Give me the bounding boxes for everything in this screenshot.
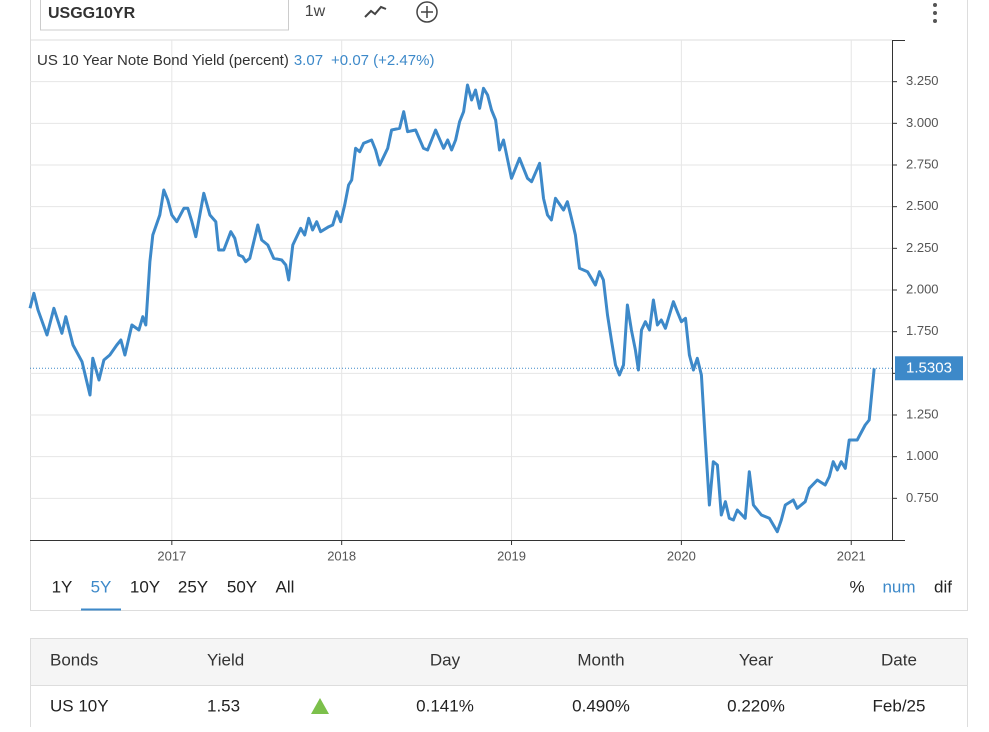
- interval-button[interactable]: 1w: [305, 3, 326, 20]
- legend-value: 3.07: [294, 52, 323, 69]
- y-tick-label: 2.000: [906, 281, 939, 296]
- range-button[interactable]: 5Y: [91, 577, 112, 596]
- mode-button[interactable]: dif: [934, 577, 952, 596]
- chart-panel: [30, 0, 968, 611]
- x-tick-label: 2018: [327, 548, 356, 563]
- table: Bonds Yield Day Month Year Date US 10Y 1.53 0.14…: [50, 650, 925, 715]
- table-header-cell: Day: [430, 650, 461, 669]
- y-tick-label: 3.250: [906, 73, 939, 88]
- y-tick-label: 1.250: [906, 406, 939, 421]
- plot: 1.5303: [28, 83, 963, 534]
- table-cell: 0.220%: [727, 696, 785, 715]
- range-button[interactable]: 1Y: [52, 577, 73, 596]
- y-tick-label: 1.750: [906, 323, 939, 338]
- arrow-up: [311, 698, 329, 714]
- x-tick-label: 2019: [497, 548, 526, 563]
- chart-type-icon[interactable]: [364, 5, 387, 18]
- symbol-text: USGG10YR: [48, 5, 136, 22]
- table-cell: 0.141%: [416, 696, 474, 715]
- series-line: [28, 83, 876, 534]
- ui: 1Y 5Y 10Y 25Y 50Y All% num dif: [52, 577, 952, 611]
- table-header: [31, 639, 967, 685]
- x-tick-label: 2020: [667, 548, 696, 563]
- y-tick-label: 3.000: [906, 115, 939, 130]
- y-tick-label: 2.250: [906, 240, 939, 255]
- table-cell: Feb/25: [873, 696, 926, 715]
- legend: US 10 Year Note Bond Yield (percent) 3.07…: [37, 52, 434, 69]
- table-cell[interactable]: US 10Y: [50, 696, 109, 715]
- table-header-cell: Bonds: [50, 650, 98, 669]
- table-header-cell: Date: [881, 650, 917, 669]
- range-button[interactable]: 25Y: [178, 577, 208, 596]
- y-tick-label: 2.750: [906, 156, 939, 171]
- y-tick-label: 0.750: [906, 490, 939, 505]
- add-indicator-icon[interactable]: [416, 1, 438, 23]
- menu-icon[interactable]: [933, 3, 937, 23]
- legend-label: US 10 Year Note Bond Yield (percent): [37, 52, 289, 69]
- table-header-cell: Month: [577, 650, 624, 669]
- last-value-box: [895, 356, 963, 381]
- table-header-cell: Yield: [207, 650, 244, 669]
- symbol-input[interactable]: [40, 0, 289, 31]
- table-cell: 0.490%: [572, 696, 630, 715]
- mode-button[interactable]: num: [882, 577, 915, 596]
- y-tick-label: 1.000: [906, 448, 939, 463]
- range-button[interactable]: 50Y: [227, 577, 257, 596]
- range-button[interactable]: All: [276, 577, 295, 596]
- mode-button[interactable]: %: [849, 577, 864, 596]
- x-tick-label: 2021: [837, 548, 866, 563]
- range-button[interactable]: 10Y: [130, 577, 160, 596]
- table-cell: 1.53: [207, 696, 240, 715]
- legend-change: +0.07 (+2.47%): [331, 52, 434, 69]
- table-header-cell: Year: [739, 650, 774, 669]
- x-tick-label: 2017: [157, 548, 186, 563]
- y-tick-label: 2.500: [906, 198, 939, 213]
- last-value-label: 1.5303: [906, 359, 952, 376]
